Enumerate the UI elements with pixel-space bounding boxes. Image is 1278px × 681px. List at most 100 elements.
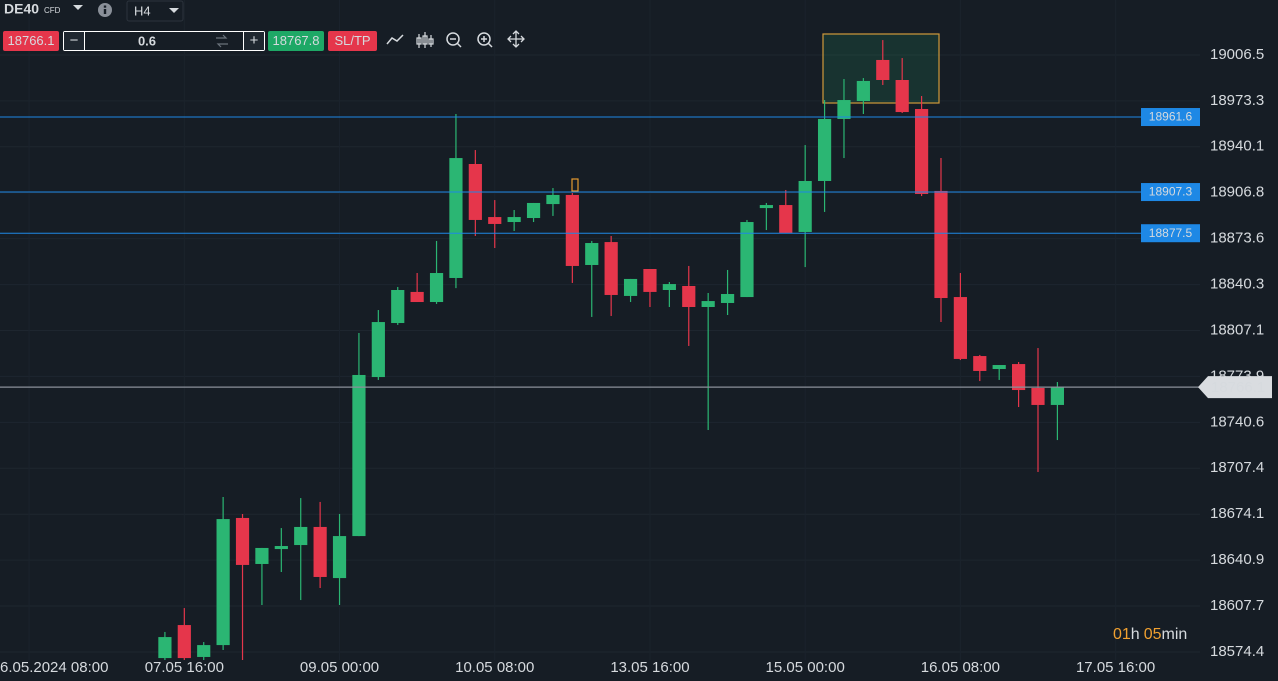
candle-body <box>759 205 773 209</box>
price-line-label: 18961.6 <box>1149 110 1193 124</box>
x-tick-label: 13.05 16:00 <box>610 659 689 676</box>
x-tick-label: 09.05 00:00 <box>300 659 379 676</box>
y-tick-label: 18807.1 <box>1210 321 1264 338</box>
candle-body <box>895 79 909 113</box>
candle-chart-icon[interactable] <box>416 32 434 48</box>
current-price-label: 18766.1 <box>1211 379 1265 396</box>
x-tick-label: 16.05 08:00 <box>921 659 1000 676</box>
candle-body <box>1031 387 1045 405</box>
candle-body <box>235 517 250 565</box>
candle-body <box>507 217 521 223</box>
info-glyph <box>103 5 107 8</box>
zoom-out-glyph <box>450 38 462 48</box>
sltp-label: SL/TP <box>334 33 370 48</box>
candle-body <box>1050 387 1064 405</box>
symbol-dropdown[interactable] <box>73 5 83 10</box>
candle-body <box>585 243 599 265</box>
candle-body <box>216 519 230 646</box>
candle-body <box>856 80 870 101</box>
volume-input[interactable] <box>85 32 243 50</box>
candle-body <box>177 625 191 659</box>
price-line-label: 18877.5 <box>1149 226 1193 240</box>
candle-body <box>934 190 948 299</box>
candle-body <box>973 356 987 371</box>
sell-button[interactable] <box>3 31 59 51</box>
candle-body <box>604 242 618 295</box>
x-tick-label: 17.05 16:00 <box>1076 659 1155 676</box>
candle-body <box>701 301 715 307</box>
volume: 0.6 <box>138 33 156 48</box>
y-tick-label: 18840.3 <box>1210 276 1264 293</box>
buy-price: 18767.8 <box>273 33 320 48</box>
candle-body <box>682 285 696 307</box>
grid <box>0 0 1200 660</box>
x-tick-label: 6.05.2024 08:00 <box>0 659 108 676</box>
candle-timer: 01h 05min <box>1113 626 1187 643</box>
timeframe-dropdown <box>169 8 179 13</box>
overlay: 19006.5 18973.3 18940.1 18906.8 18873.6 18840… <box>0 46 1272 676</box>
timer-hour-unit: h <box>1131 626 1140 643</box>
candle-body <box>526 202 541 219</box>
y-tick-label: 18940.1 <box>1210 138 1264 155</box>
plus-label: + <box>250 32 259 49</box>
timeframe-select[interactable] <box>126 0 184 22</box>
y-tick-label: 18973.3 <box>1210 92 1264 109</box>
symbol[interactable]: DE40 <box>4 1 39 17</box>
buy-button[interactable] <box>268 31 324 51</box>
x-tick-label: 15.05 00:00 <box>766 659 845 676</box>
price-line-label: 18907.3 <box>1149 185 1193 199</box>
candle-body <box>449 158 463 278</box>
candle-body <box>429 273 444 303</box>
candle-body <box>992 365 1006 370</box>
timer-hours: 01 <box>1113 626 1131 643</box>
candle-body <box>546 194 560 205</box>
price-line-tag <box>1141 183 1200 202</box>
candle-body <box>914 109 929 194</box>
candle-body <box>643 269 657 292</box>
candle-body <box>720 294 735 303</box>
timer-minute-unit: min <box>1162 626 1188 643</box>
candle-body <box>274 546 288 550</box>
current-price-tag <box>1198 376 1272 399</box>
line-chart-icon[interactable] <box>386 34 404 45</box>
price-line-tag <box>1141 224 1200 243</box>
zoom-out-icon[interactable] <box>446 32 460 46</box>
zoom-in-glyph <box>481 36 493 48</box>
candle-body <box>488 217 502 224</box>
candle-body <box>876 59 890 80</box>
candle-body <box>332 536 347 579</box>
sltp-button[interactable] <box>328 31 377 51</box>
candle-body <box>837 100 851 119</box>
y-tick-label: 19006.5 <box>1210 46 1264 63</box>
candle-body <box>798 180 812 232</box>
candle-body <box>662 284 676 291</box>
y-tick-label: 18574.4 <box>1210 643 1264 660</box>
price-line-tag <box>1141 108 1200 127</box>
y-tick-label: 18740.6 <box>1210 413 1264 430</box>
y-tick-label: 18707.4 <box>1210 459 1264 476</box>
y-tick-label: 18607.7 <box>1210 597 1264 614</box>
symbol-type: CFD <box>44 6 61 15</box>
sell-price: 18766.1 <box>8 33 55 48</box>
candle-body <box>158 637 172 659</box>
candles <box>158 40 1064 660</box>
candle-body <box>294 526 308 546</box>
candle-body <box>391 290 405 324</box>
pan-icon[interactable] <box>507 30 525 48</box>
y-tick-label: 18873.6 <box>1210 230 1264 247</box>
minus-label: − <box>70 32 79 49</box>
zoom-in-icon[interactable] <box>477 32 491 46</box>
swap-icon[interactable] <box>216 34 228 48</box>
candle-body <box>352 374 366 537</box>
marker-drawing[interactable] <box>571 178 579 192</box>
candle-body <box>255 547 269 564</box>
plus-button[interactable] <box>244 32 264 50</box>
candle-body <box>313 526 327 577</box>
timeframe: H4 <box>134 3 151 18</box>
minus-button[interactable] <box>64 32 84 50</box>
y-tick-label: 18674.1 <box>1210 505 1264 522</box>
info-glyph <box>103 9 107 14</box>
timer-minutes: 05 <box>1144 626 1162 643</box>
